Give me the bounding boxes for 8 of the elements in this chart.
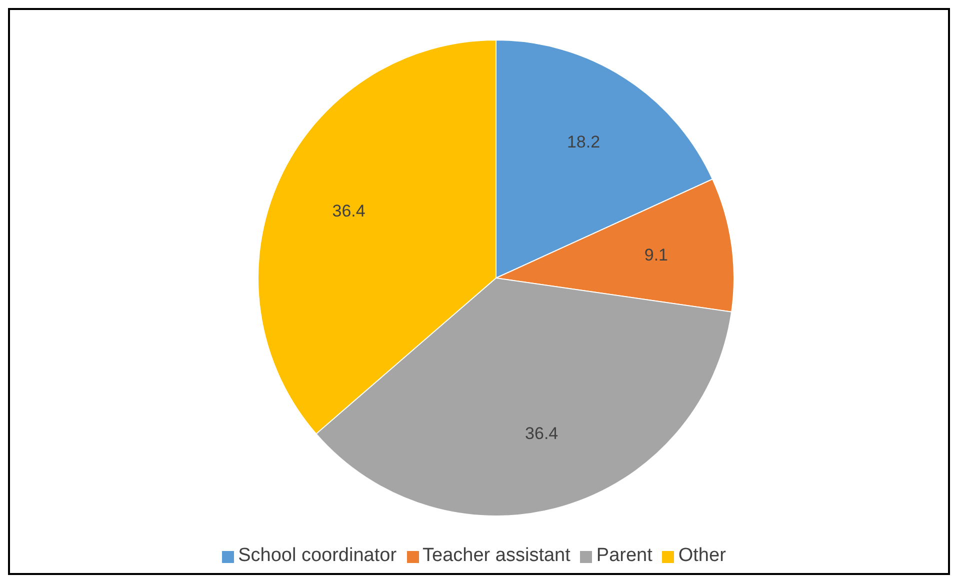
data-label: 36.4	[332, 201, 366, 220]
data-label: 9.1	[644, 245, 668, 264]
legend-label: School coordinator	[238, 545, 397, 566]
legend-label: Parent	[596, 545, 652, 566]
data-label: 36.4	[525, 424, 558, 443]
legend-label: Other	[678, 545, 726, 566]
legend-label: Teacher assistant	[422, 545, 570, 566]
data-label: 18.2	[566, 132, 600, 152]
